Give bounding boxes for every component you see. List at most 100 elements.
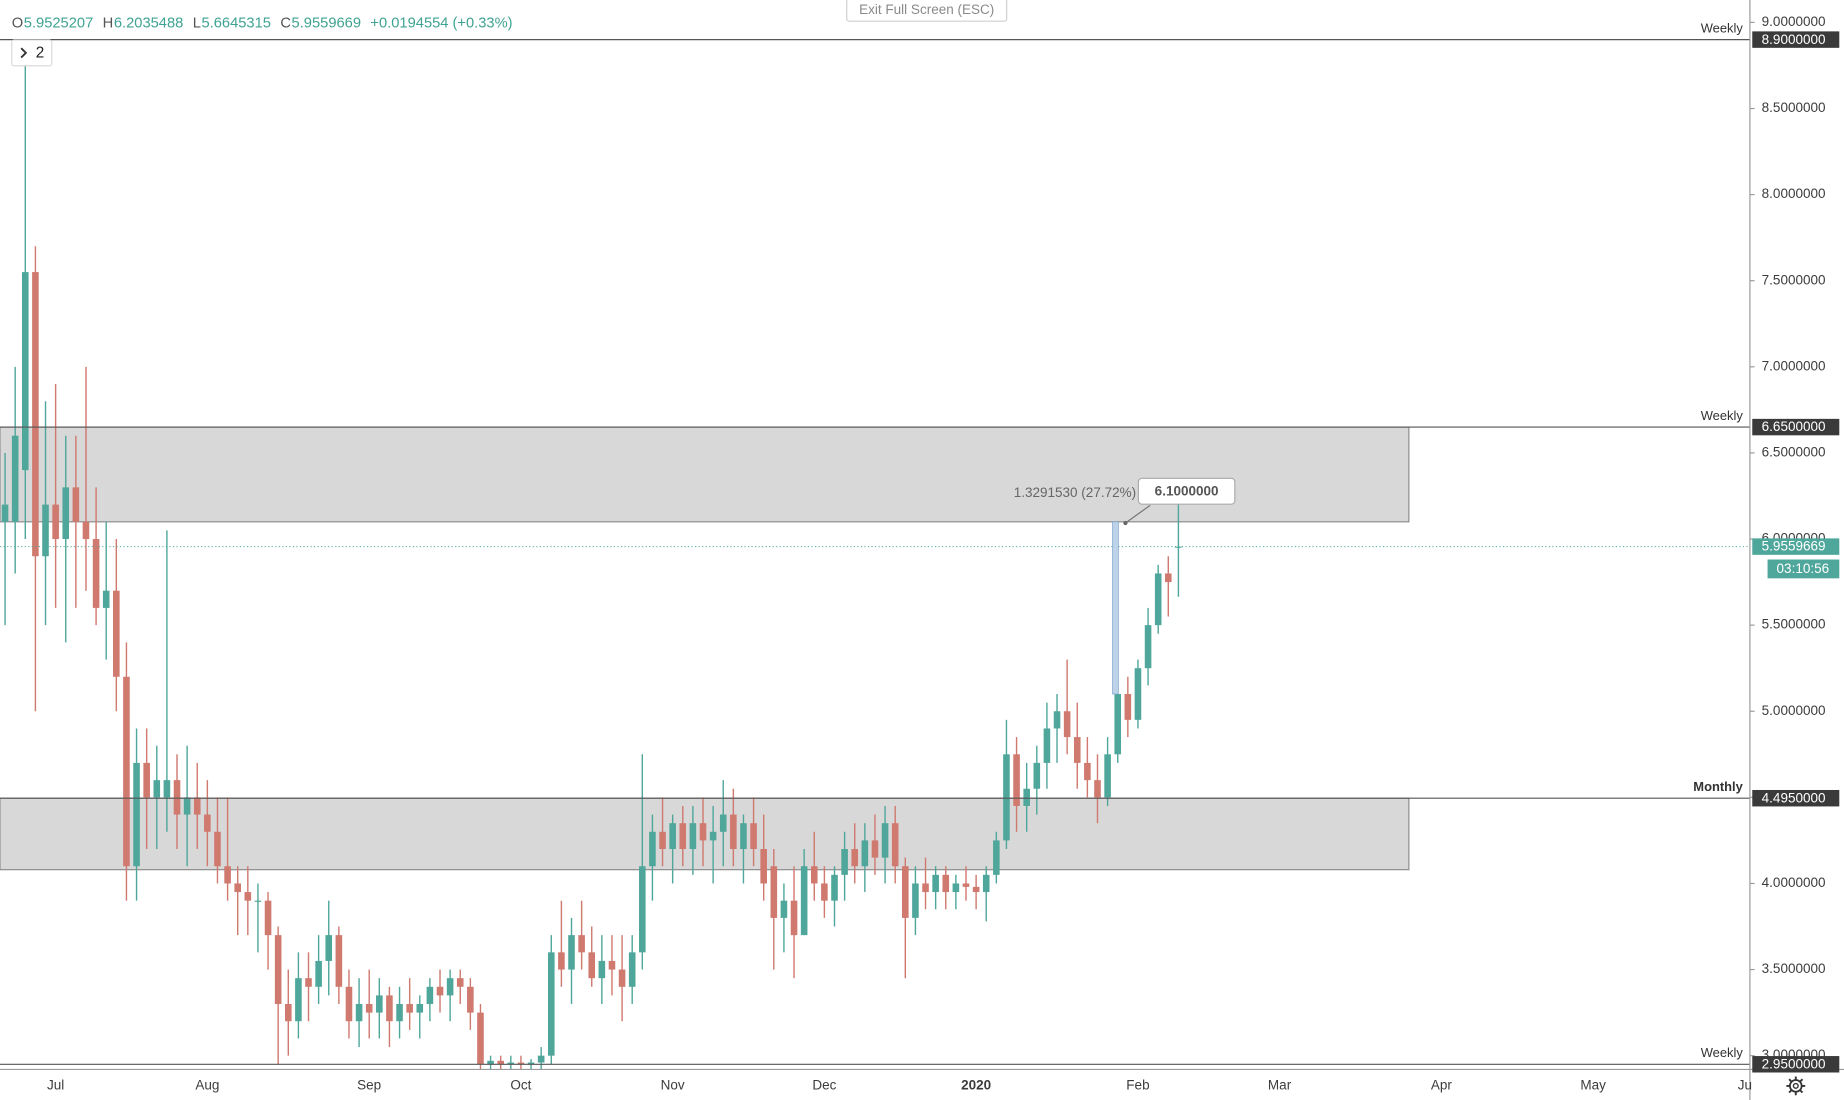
candle-body: [1144, 625, 1152, 669]
candle-body: [1094, 780, 1101, 798]
candle-body: [780, 900, 788, 918]
candle-body: [1023, 788, 1030, 806]
candle-body: [800, 866, 808, 936]
candle-body: [376, 995, 383, 1013]
candle-body: [32, 272, 39, 557]
exit-fullscreen-label[interactable]: Exit Full Screen (ESC): [859, 2, 994, 17]
legend-toggle[interactable]: [11, 39, 53, 67]
measure-pointer: [1125, 504, 1151, 524]
candle-body: [1033, 762, 1041, 789]
legend-toggle-count[interactable]: 2: [36, 45, 45, 62]
level-tag: Weekly: [1701, 1045, 1744, 1060]
candle-body: [214, 831, 221, 867]
candle-body: [730, 814, 737, 850]
candle-body: [740, 823, 747, 850]
y-tick-label: 7.0000000: [1762, 358, 1826, 373]
candle-body: [254, 900, 262, 902]
candle-body: [467, 986, 474, 1013]
candle-body: [962, 883, 970, 887]
ohlc-value: 6.2035488: [114, 15, 183, 31]
ohlc-value: 5.9559669: [292, 15, 361, 31]
candle-body: [709, 831, 717, 841]
candle-body: [628, 952, 636, 987]
candle-body: [608, 960, 616, 970]
candle-body: [1043, 728, 1051, 763]
candle-body: [102, 590, 110, 608]
candle-body: [123, 676, 130, 867]
candle-body: [932, 874, 939, 893]
candle-body: [891, 823, 899, 867]
candle-body: [284, 1004, 292, 1022]
x-tick-label: Nov: [661, 1077, 685, 1092]
level-label-box: [1752, 1056, 1840, 1073]
candle-body: [315, 960, 322, 987]
y-tick-label: 8.0000000: [1762, 186, 1826, 201]
level-tag: Weekly: [1701, 408, 1744, 423]
candle-body: [1, 504, 9, 522]
candle-body: [588, 952, 596, 979]
y-tick-label: 3.5000000: [1762, 961, 1826, 976]
candle-body: [821, 883, 828, 901]
gear-teeth: [1786, 1076, 1806, 1096]
candle-body: [679, 823, 687, 850]
candle-body: [274, 935, 282, 1005]
countdown-box: [1767, 559, 1840, 579]
candle-body: [1073, 737, 1081, 763]
candle-body: [183, 797, 191, 815]
candle-body: [1104, 754, 1111, 798]
x-tick-label: Oct: [510, 1077, 531, 1092]
ohlc-key: O: [12, 15, 23, 31]
candle-body: [52, 504, 59, 540]
candle-body: [305, 978, 312, 987]
last-price-box: [1752, 538, 1840, 555]
overlay: Exit Full Screen (ESC) 2 Weekly 8.9000000…: [11, 0, 1840, 1096]
measure-callout: [1137, 477, 1236, 505]
exit-fullscreen-button[interactable]: [846, 0, 1008, 22]
candle-body: [568, 935, 575, 970]
candle-body: [558, 952, 565, 970]
candle-body: [922, 883, 929, 893]
ohlc-key: C: [280, 15, 291, 31]
measure-dot: [1123, 520, 1128, 526]
candle-body: [153, 780, 161, 798]
candle-body: [578, 935, 585, 953]
candle-body: [851, 849, 859, 867]
candle-body: [396, 1004, 403, 1022]
candle-body: [942, 874, 950, 893]
candle-body: [659, 831, 666, 850]
candle-body: [345, 986, 353, 1022]
candle-body: [618, 969, 626, 987]
candle-body: [1013, 754, 1020, 806]
level-label: 8.9000000: [1762, 32, 1826, 47]
ohlc-key: L: [193, 15, 201, 31]
candle-body: [810, 866, 818, 884]
candle-body: [871, 840, 879, 858]
y-tick-label: 7.5000000: [1762, 272, 1826, 287]
x-tick-label: Apr: [1431, 1077, 1453, 1092]
candle-body: [72, 487, 80, 522]
level-label-box: [1752, 789, 1840, 807]
candle-body: [163, 780, 171, 798]
candle-body: [446, 978, 454, 996]
candle-body: [113, 590, 120, 677]
level-tag: Weekly: [1701, 20, 1744, 35]
x-tick-label: 2020: [961, 1077, 991, 1092]
candle-body: [436, 986, 444, 996]
candle-body: [1154, 573, 1162, 626]
x-tick-label: Mar: [1268, 1077, 1292, 1092]
settings-icon[interactable]: [1786, 1076, 1806, 1096]
level-label-box: [1752, 31, 1840, 48]
candle-body: [264, 900, 272, 936]
candle-body: [881, 823, 889, 858]
chevron-icon: [20, 47, 28, 59]
candle-body: [365, 1004, 373, 1013]
candle-body: [1175, 546, 1182, 548]
candle-body: [760, 849, 767, 884]
candle-body: [426, 986, 434, 1005]
candle-body: [1124, 694, 1132, 720]
level-label-box: [1752, 418, 1840, 436]
candle-body: [972, 886, 980, 893]
candle-body: [234, 883, 241, 893]
candle-body: [547, 952, 555, 1056]
